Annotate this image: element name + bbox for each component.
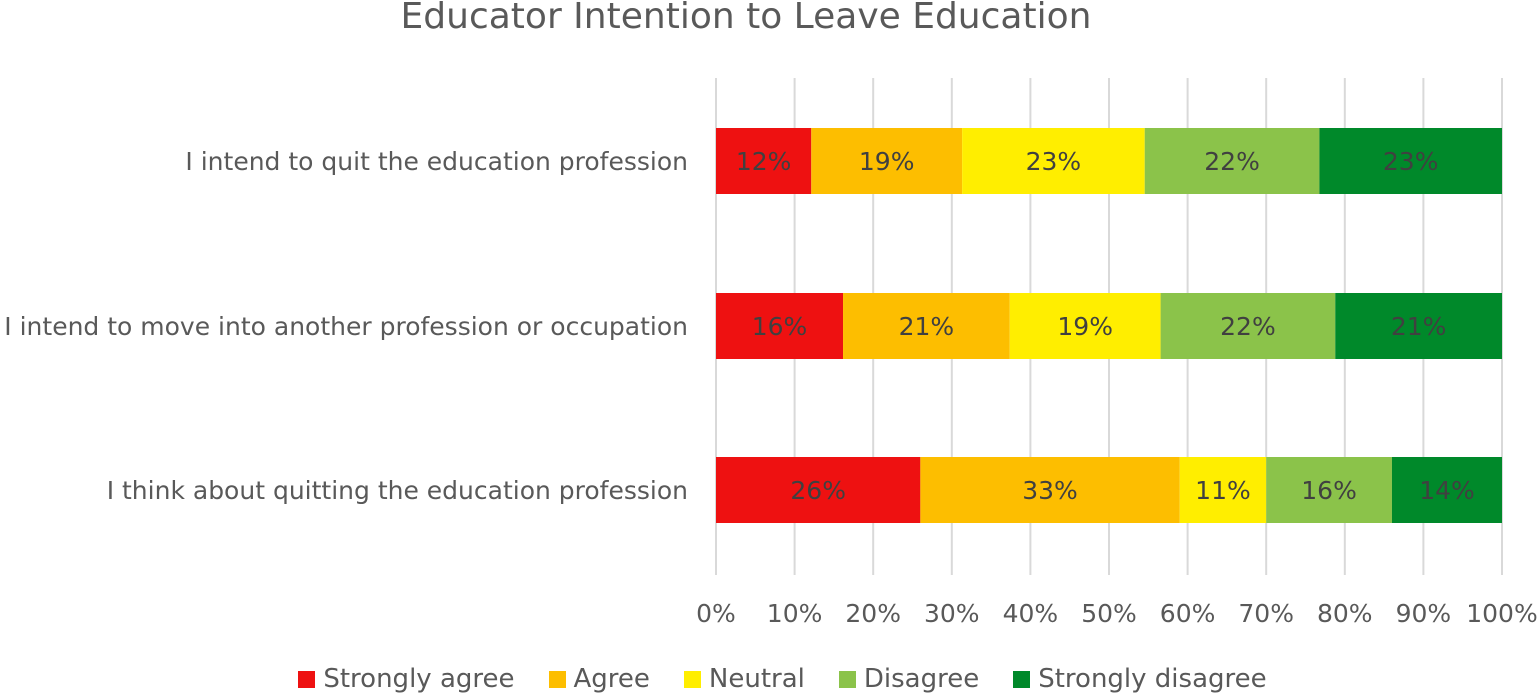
legend: Strongly agree Agree Neutral Disagree Strong… <box>0 662 1537 696</box>
data-label: 26% <box>790 476 846 505</box>
chart-svg: Educator Intention to Leave Education 12… <box>4 0 1537 628</box>
category-label: I think about quitting the education pro… <box>107 476 688 505</box>
bar-segment <box>962 128 1145 194</box>
data-label: 16% <box>1301 476 1357 505</box>
legend-item: Strongly disagree <box>1013 664 1267 694</box>
legend-item: Neutral <box>683 664 805 694</box>
legend-label: Strongly disagree <box>1038 664 1267 694</box>
bar-segment <box>1009 293 1161 359</box>
bar-segment <box>716 293 844 359</box>
legend-swatch <box>298 670 316 688</box>
bar-segment <box>920 457 1180 523</box>
bar-segment <box>716 457 921 523</box>
legend-swatch <box>1013 670 1031 688</box>
bar-segment <box>1179 457 1267 523</box>
x-tick-label: 10% <box>767 599 823 628</box>
data-label: 19% <box>859 147 915 176</box>
bar-segment <box>1144 128 1320 194</box>
legend-swatch <box>683 670 701 688</box>
x-tick-label: 50% <box>1081 599 1137 628</box>
data-label: 33% <box>1022 476 1078 505</box>
data-label: 19% <box>1057 312 1113 341</box>
bar-segment <box>1160 293 1336 359</box>
data-label: 23% <box>1026 147 1082 176</box>
category-label: I intend to quit the education professio… <box>185 147 688 176</box>
bar-segment <box>1335 293 1502 359</box>
bar-segment <box>1391 457 1502 523</box>
x-tick-label: 60% <box>1160 599 1216 628</box>
data-label: 16% <box>752 312 808 341</box>
data-label: 23% <box>1383 147 1439 176</box>
x-tick-label: 100% <box>1466 599 1537 628</box>
x-tick-label: 70% <box>1238 599 1294 628</box>
chart-title: Educator Intention to Leave Education <box>401 0 1092 37</box>
bar-segment <box>1266 457 1392 523</box>
bar-segment <box>811 128 963 194</box>
legend-swatch <box>548 670 566 688</box>
x-tick-labels: 0% 10% 20% 30% 40% 50% 60% 70% 80% 90% 100% <box>696 599 1537 628</box>
bars <box>716 128 1502 523</box>
legend-item: Strongly agree <box>298 664 515 694</box>
bar-segment <box>843 293 1010 359</box>
x-tick-label: 40% <box>1003 599 1059 628</box>
data-labels: 12% 19% 23% 22% 23% 16% 21% 19% 22% 21% 26% 33% 11% 1… <box>736 147 1475 505</box>
bar-segment <box>716 128 812 194</box>
legend-label: Agree <box>573 664 650 694</box>
data-label: 12% <box>736 147 792 176</box>
data-label: 21% <box>899 312 955 341</box>
legend-label: Disagree <box>863 664 980 694</box>
legend-item: Disagree <box>838 664 980 694</box>
legend-item: Agree <box>548 664 650 694</box>
bar-segment <box>1319 128 1502 194</box>
category-label: I intend to move into another profession… <box>4 312 688 341</box>
x-tick-label: 90% <box>1396 599 1452 628</box>
x-tick-label: 0% <box>696 599 736 628</box>
legend-label: Neutral <box>708 664 805 694</box>
legend-label: Strongly agree <box>323 664 515 694</box>
x-tick-label: 20% <box>845 599 901 628</box>
data-label: 11% <box>1195 476 1251 505</box>
legend-swatch <box>838 670 856 688</box>
data-label: 22% <box>1220 312 1276 341</box>
x-tick-label: 30% <box>924 599 980 628</box>
x-tick-label: 80% <box>1317 599 1373 628</box>
data-label: 22% <box>1204 147 1260 176</box>
data-label: 14% <box>1419 476 1475 505</box>
category-labels: I intend to quit the education professio… <box>4 147 688 505</box>
data-label: 21% <box>1391 312 1447 341</box>
